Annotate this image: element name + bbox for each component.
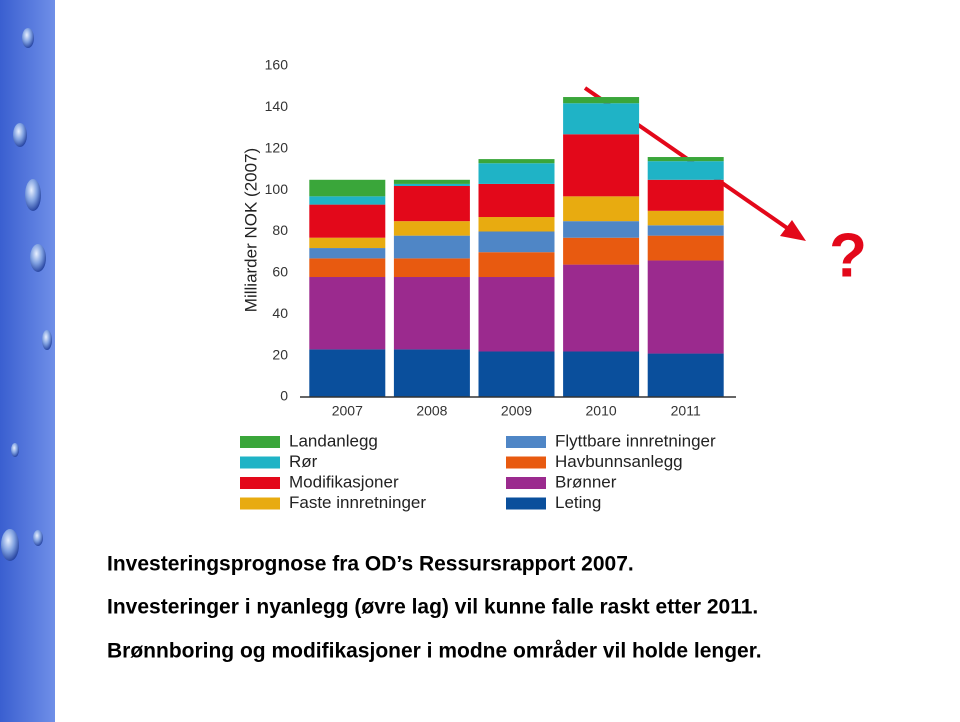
y-tick-label: 100 bbox=[265, 181, 289, 197]
bar-segment bbox=[647, 353, 724, 397]
droplets bbox=[1, 28, 52, 561]
bar-segment bbox=[478, 351, 555, 397]
x-tick-label: 2007 bbox=[332, 403, 363, 419]
arrow-head bbox=[780, 220, 806, 241]
bar-segment bbox=[393, 258, 470, 278]
bar-segment bbox=[393, 277, 470, 350]
bar-segment bbox=[563, 196, 640, 222]
legend-label: Leting bbox=[555, 493, 601, 512]
legend-label: Landanlegg bbox=[289, 431, 378, 450]
legend-swatch bbox=[506, 477, 546, 489]
y-tick-label: 60 bbox=[272, 264, 288, 280]
legend-label: Brønner bbox=[555, 472, 617, 491]
bar-segment bbox=[647, 260, 724, 354]
bar-segment bbox=[563, 264, 640, 352]
text-line: Investeringer i nyanlegg (øvre lag) vil … bbox=[107, 596, 758, 619]
bar-segment bbox=[309, 237, 386, 249]
bar-segment bbox=[393, 235, 470, 259]
bar-segment bbox=[478, 183, 555, 218]
legend-label: Flyttbare innretninger bbox=[555, 431, 716, 450]
bar-segment bbox=[647, 157, 724, 162]
y-tick-label: 160 bbox=[265, 57, 289, 73]
text-line: Investeringsprognose fra OD’s Ressursrap… bbox=[107, 553, 634, 576]
bar-segment bbox=[478, 217, 555, 232]
text-line: Brønnboring og modifikasjoner i modne om… bbox=[107, 640, 762, 663]
bar-segment bbox=[478, 252, 555, 278]
bar-segment bbox=[563, 103, 640, 135]
bar-segment bbox=[478, 159, 555, 164]
bar-segment bbox=[309, 349, 386, 397]
legend-label: Faste innretninger bbox=[289, 493, 426, 512]
bar-segment bbox=[478, 231, 555, 253]
bar-segment bbox=[309, 258, 386, 278]
bar-segment bbox=[563, 221, 640, 238]
x-tick-label: 2011 bbox=[671, 403, 701, 419]
bar-segment bbox=[393, 349, 470, 397]
y-tick-label: 40 bbox=[272, 305, 288, 321]
bar-segment bbox=[647, 161, 724, 180]
legend-label: Modifikasjoner bbox=[289, 472, 399, 491]
side-strip bbox=[0, 0, 55, 722]
bar-segment bbox=[309, 179, 386, 197]
legend-swatch bbox=[240, 456, 280, 469]
bar-segment bbox=[478, 163, 555, 184]
legend-label: Rør bbox=[289, 452, 318, 471]
y-tick-label: 80 bbox=[272, 222, 288, 238]
bar-segment bbox=[563, 351, 640, 397]
y-tick-label: 120 bbox=[265, 139, 289, 155]
legend-swatch bbox=[240, 497, 280, 510]
bar-segment bbox=[647, 235, 724, 261]
bar-segment bbox=[563, 134, 640, 197]
x-tick-label: 2008 bbox=[416, 403, 447, 419]
bar-segment bbox=[647, 210, 724, 226]
y-axis-label: Milliarder NOK (2007) bbox=[241, 148, 260, 312]
legend-swatch bbox=[506, 497, 546, 510]
bar-segment bbox=[309, 248, 386, 259]
legend-swatch bbox=[240, 477, 280, 489]
bar-segment bbox=[563, 237, 640, 265]
bar-segment bbox=[647, 179, 724, 211]
y-tick-label: 140 bbox=[265, 98, 289, 114]
legend-label: Havbunnsanlegg bbox=[555, 452, 683, 471]
bar-segment bbox=[393, 179, 470, 184]
bar-segment bbox=[393, 185, 470, 222]
bar-segment bbox=[309, 277, 386, 350]
legend-swatch bbox=[240, 436, 280, 448]
bar-segment bbox=[647, 225, 724, 236]
x-tick-label: 2009 bbox=[501, 403, 532, 419]
legend-swatch bbox=[506, 436, 546, 448]
bar-segment bbox=[309, 204, 386, 238]
x-tick-label: 2010 bbox=[586, 403, 617, 419]
y-tick-label: 20 bbox=[272, 346, 288, 362]
bar-segment bbox=[309, 196, 386, 205]
y-tick-label: 0 bbox=[280, 388, 288, 404]
bar-segment bbox=[393, 221, 470, 236]
legend-swatch bbox=[506, 456, 546, 469]
bar-segment bbox=[478, 277, 555, 352]
question-mark: ? bbox=[829, 221, 867, 290]
bar-segment bbox=[563, 97, 640, 104]
bar-segment bbox=[393, 183, 470, 186]
